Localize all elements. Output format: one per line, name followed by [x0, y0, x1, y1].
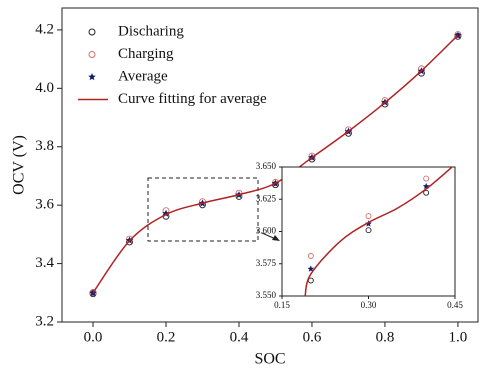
plot-area [304, 167, 454, 296]
legend-marker [88, 28, 96, 36]
x-tick-label: 0.45 [447, 300, 463, 310]
legend-label: Average [118, 68, 168, 84]
circle-marker [365, 227, 372, 234]
x-tick-label: 0.30 [361, 300, 377, 310]
x-tick-label: 0.2 [157, 330, 176, 346]
circle-marker [423, 189, 430, 196]
plot-area [89, 31, 462, 298]
circle-marker [307, 253, 314, 259]
y-tick-label: 3.2 [35, 313, 54, 329]
y-tick-label: 3.8 [35, 138, 54, 154]
legend-label: Discharing [118, 23, 184, 39]
legend-label: Curve fitting for average [118, 91, 267, 107]
y-tick-label: 3.6 [35, 197, 54, 213]
zoom-arrowhead [272, 235, 280, 241]
x-axis-label: SOC [254, 351, 285, 368]
y-tick-label: 4.0 [35, 80, 54, 96]
circle-marker [365, 213, 372, 219]
plot-frame [61, 7, 479, 323]
x-tick-label: 0.8 [376, 330, 395, 346]
legend-marker [88, 73, 96, 81]
star-marker [307, 265, 315, 272]
star-marker [365, 220, 372, 227]
x-tick-label: 0.15 [274, 300, 290, 310]
y-tick-label: 3.650 [256, 161, 277, 171]
legend-label: Charging [118, 46, 174, 62]
fit-curve [304, 167, 454, 296]
x-tick-label: 0.4 [230, 330, 249, 346]
fit-curve [92, 34, 459, 294]
x-tick-label: 0.0 [84, 330, 103, 346]
y-tick-label: 3.600 [256, 226, 277, 236]
y-tick-label: 3.625 [256, 193, 277, 203]
y-tick-label: 3.550 [256, 290, 277, 300]
y-tick-label: 3.4 [35, 255, 54, 271]
y-tick-label: 3.575 [256, 258, 277, 268]
zoom-region [147, 177, 259, 242]
y-tick-label: 4.2 [35, 21, 54, 37]
y-axis-label: OCV (V) [11, 135, 28, 195]
circle-marker [423, 175, 430, 182]
x-tick-label: 1.0 [449, 330, 468, 346]
legend-marker [88, 51, 96, 58]
x-tick-label: 0.6 [303, 330, 322, 346]
